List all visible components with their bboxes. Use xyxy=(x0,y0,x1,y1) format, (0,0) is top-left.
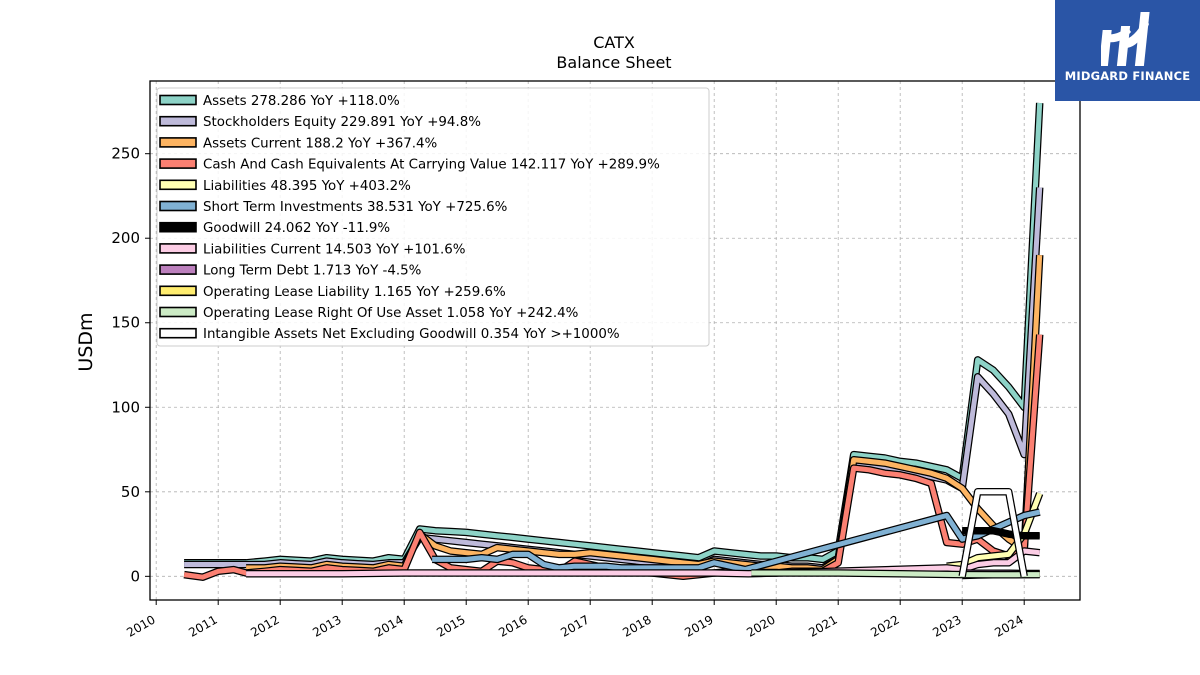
series-line xyxy=(959,489,1027,577)
y-tick-label: 50 xyxy=(121,483,140,501)
x-tick-label: 2018 xyxy=(620,612,653,639)
chart-title: CATX xyxy=(593,33,635,52)
x-tick-label: 2020 xyxy=(744,612,777,639)
legend-entry: Liabilities 48.395 YoY +403.2% xyxy=(203,179,411,194)
legend-swatch xyxy=(159,264,197,275)
y-tick-label: 150 xyxy=(111,314,140,332)
legend-swatch xyxy=(159,221,197,233)
x-tick-label: 2013 xyxy=(310,612,343,639)
legend-swatch xyxy=(159,285,197,297)
series-line xyxy=(183,334,1043,580)
plot-frame xyxy=(149,80,1081,601)
x-tick-label: 2014 xyxy=(372,612,405,639)
series-line-outline xyxy=(183,334,1044,581)
legend-swatch xyxy=(159,179,197,191)
chart-subtitle: Balance Sheet xyxy=(556,53,671,72)
x-tick-label: 2024 xyxy=(992,612,1025,639)
x-tick-label: 2022 xyxy=(868,612,901,639)
legend-swatch xyxy=(159,158,197,169)
legend-entry: Operating Lease Right Of Use Asset 1.058… xyxy=(203,306,578,321)
y-tick-label: 200 xyxy=(111,229,140,247)
y-tick-label: 250 xyxy=(111,145,140,163)
legend-entry: Goodwill 24.062 YoY -11.9% xyxy=(203,221,390,236)
series-line xyxy=(751,570,1040,578)
brand-name: MIDGARD FINANCE xyxy=(1064,69,1191,83)
legend-entry: Operating Lease Liability 1.165 YoY +259… xyxy=(203,285,506,300)
legend-box xyxy=(156,87,710,347)
legend-swatch xyxy=(159,94,197,106)
legend-entry: Short Term Investments 38.531 YoY +725.6… xyxy=(203,200,507,215)
x-tick-label: 2011 xyxy=(186,612,219,639)
legend-swatch xyxy=(159,306,197,318)
brand-mark-icon xyxy=(1101,12,1150,66)
legend-swatch xyxy=(159,115,197,127)
x-tick-label: 2023 xyxy=(930,612,963,639)
brand-logo: MIDGARD FINANCE xyxy=(1055,0,1200,101)
legend-entry: Assets Current 188.2 YoY +367.4% xyxy=(203,136,437,151)
series-line xyxy=(246,548,1040,577)
legend-swatch xyxy=(159,327,197,339)
x-tick-label: 2010 xyxy=(124,612,157,639)
x-tick-label: 2015 xyxy=(434,612,467,639)
legend-entry: Intangible Assets Net Excluding Goodwill… xyxy=(203,327,620,342)
series-line xyxy=(962,528,1040,539)
legend-swatch xyxy=(159,243,197,254)
legend-entry: Stockholders Equity 229.891 YoY +94.8% xyxy=(203,115,481,130)
x-tick-label: 2012 xyxy=(248,612,281,639)
x-tick-label: 2017 xyxy=(558,612,591,639)
legend-entry: Assets 278.286 YoY +118.0% xyxy=(203,94,400,109)
legend-entry: Cash And Cash Equivalents At Carrying Va… xyxy=(203,158,660,173)
legend: Assets 278.286 YoY +118.0% Stockholders E… xyxy=(156,87,710,347)
y-tick-label: 100 xyxy=(111,398,140,416)
series-layer xyxy=(183,102,1044,581)
legend-swatch xyxy=(159,200,197,212)
y-axis-label: USDm xyxy=(75,312,97,371)
legend-swatch xyxy=(159,137,197,148)
x-tick-label: 2019 xyxy=(682,612,715,639)
legend-entry: Liabilities Current 14.503 YoY +101.6% xyxy=(203,242,465,257)
legend-entry: Long Term Debt 1.713 YoY -4.5% xyxy=(203,264,421,279)
y-tick-label: 0 xyxy=(130,567,140,585)
x-tick-label: 2016 xyxy=(496,612,529,639)
x-tick-label: 2021 xyxy=(806,612,839,639)
